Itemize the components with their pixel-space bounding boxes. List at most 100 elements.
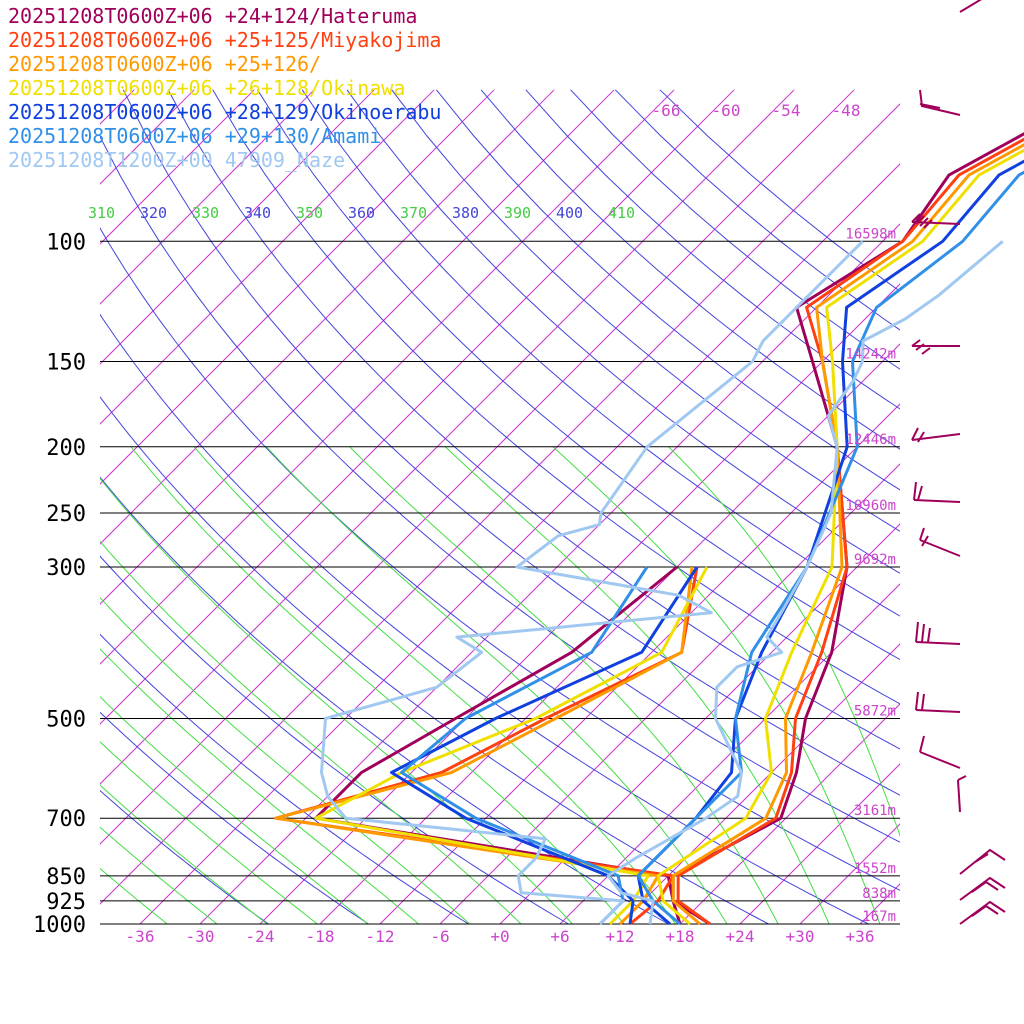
temperature-tick-label: +36 <box>846 927 875 946</box>
legend-entry: 20251208T1200Z+00 47909_Naze <box>8 148 346 172</box>
sounding-profiles <box>274 132 1024 926</box>
temperature-tick-label: -18 <box>306 927 335 946</box>
top-temperature-label: -66 <box>652 101 681 120</box>
height-label: 16598m <box>845 226 896 242</box>
wind-barb <box>959 900 1006 925</box>
height-label: 167m <box>862 909 896 925</box>
dry-adiabat-line <box>100 789 270 924</box>
moist-adiabat-line <box>349 446 779 924</box>
dry-adiabat-line <box>167 89 900 750</box>
theta-label: 340 <box>244 204 271 222</box>
temperature-tick-label: +30 <box>786 927 815 946</box>
dry-adiabat-line <box>212 89 900 705</box>
pressure-label: 700 <box>46 807 86 832</box>
moist-adiabat-line <box>668 446 900 838</box>
legend-entry: 20251208T0600Z+06 +26+128/Okinawa <box>8 76 406 100</box>
isotherm-line <box>100 103 900 905</box>
isotherm-line <box>100 89 855 845</box>
dry-adiabat-line <box>122 89 900 796</box>
temperature-profile-line <box>656 148 1024 926</box>
wind-barb <box>919 735 961 769</box>
top-temperature-label: -54 <box>772 101 801 120</box>
theta-label: 390 <box>504 204 531 222</box>
dry-adiabat-line <box>100 313 870 924</box>
theta-label: 380 <box>452 204 479 222</box>
temperature-tick-label: +0 <box>490 927 509 946</box>
isotherm-line <box>100 89 495 485</box>
isotherm-line <box>100 89 735 725</box>
theta-label: 320 <box>140 204 167 222</box>
legend: 20251208T0600Z+06 +24+124/Hateruma 20251… <box>8 4 441 172</box>
temperature-tick-label: -6 <box>430 927 449 946</box>
dry-adiabat-grid <box>100 89 900 924</box>
height-label: 12446m <box>845 432 896 448</box>
isotherm-line <box>0 90 14 924</box>
moist-adiabat-line <box>100 696 369 924</box>
temperature-tick-label: +24 <box>726 927 755 946</box>
wind-barb <box>919 527 961 557</box>
moist-adiabat-line <box>100 741 319 924</box>
theta-label: 370 <box>400 204 427 222</box>
dewpoint-profile-line <box>314 566 709 926</box>
pressure-label: 100 <box>46 230 86 255</box>
isotherm-line <box>100 89 675 665</box>
theta-label: 410 <box>608 204 635 222</box>
dry-adiabat-line <box>100 633 470 924</box>
isobar-grid <box>100 240 900 925</box>
temperature-tick-label: +18 <box>666 927 695 946</box>
theta-label: 350 <box>296 204 323 222</box>
height-label: 14242m <box>845 347 896 363</box>
wind-barb <box>957 775 967 813</box>
pressure-label: 925 <box>46 890 86 915</box>
height-label: 9692m <box>854 552 896 568</box>
temperature-tick-label: +12 <box>606 927 635 946</box>
dry-adiabat-line <box>100 476 670 924</box>
wind-barb <box>913 481 961 503</box>
theta-label: 400 <box>556 204 583 222</box>
moist-adiabat-line <box>266 446 728 924</box>
legend-entry: 20251208T0600Z+06 +24+124/Hateruma <box>8 4 418 28</box>
height-label: 10960m <box>845 498 896 514</box>
wind-barbs <box>911 0 1006 925</box>
temperature-tick-label: -36 <box>126 927 155 946</box>
isotherm-line <box>379 403 900 924</box>
dry-adiabat-line <box>100 396 770 924</box>
dewpoint-profile-line <box>274 566 694 926</box>
legend-entry: 20251208T0600Z+06 +25+126/ <box>8 52 322 76</box>
isotherm-line <box>319 343 900 924</box>
legend-entry: 20251208T0600Z+06 +25+125/Miyakojima <box>8 28 442 52</box>
moist-adiabat-line <box>100 826 218 924</box>
pressure-label: 200 <box>46 436 86 461</box>
height-label: 1552m <box>854 861 896 877</box>
isotherm-line <box>559 583 900 924</box>
wind-barb <box>911 339 960 355</box>
dry-adiabat-line <box>257 89 900 661</box>
dry-adiabat-line <box>100 711 370 924</box>
legend-entry: 20251208T0600Z+06 +29+130/Amami <box>8 124 382 148</box>
theta-label: 360 <box>348 204 375 222</box>
pressure-label: 300 <box>46 556 86 581</box>
pressure-label: 1000 <box>33 913 86 938</box>
theta-label: 310 <box>88 204 115 222</box>
height-label: 838m <box>862 886 896 902</box>
moist-adiabat-line <box>100 540 522 924</box>
moist-adiabat-line <box>100 596 471 924</box>
temperature-tick-label: -24 <box>246 927 275 946</box>
temperature-tick-label: -12 <box>366 927 395 946</box>
temperature-profile-line <box>676 137 1024 926</box>
isotherm-line <box>499 523 900 924</box>
isotherm-line <box>100 89 795 785</box>
isotherm-line <box>100 89 555 545</box>
temperature-tick-label: -30 <box>186 927 215 946</box>
dry-adiabat-line <box>301 89 900 617</box>
wind-barb <box>915 621 961 645</box>
dry-adiabat-line <box>436 89 900 491</box>
top-temperature-label: -48 <box>832 101 861 120</box>
wind-barb <box>959 848 1006 875</box>
wind-barb <box>919 89 961 116</box>
pressure-label: 250 <box>46 502 86 527</box>
theta-label: 330 <box>192 204 219 222</box>
height-label: 5872m <box>854 703 896 719</box>
height-label: 3161m <box>854 803 896 819</box>
dry-adiabat-line <box>100 555 570 924</box>
